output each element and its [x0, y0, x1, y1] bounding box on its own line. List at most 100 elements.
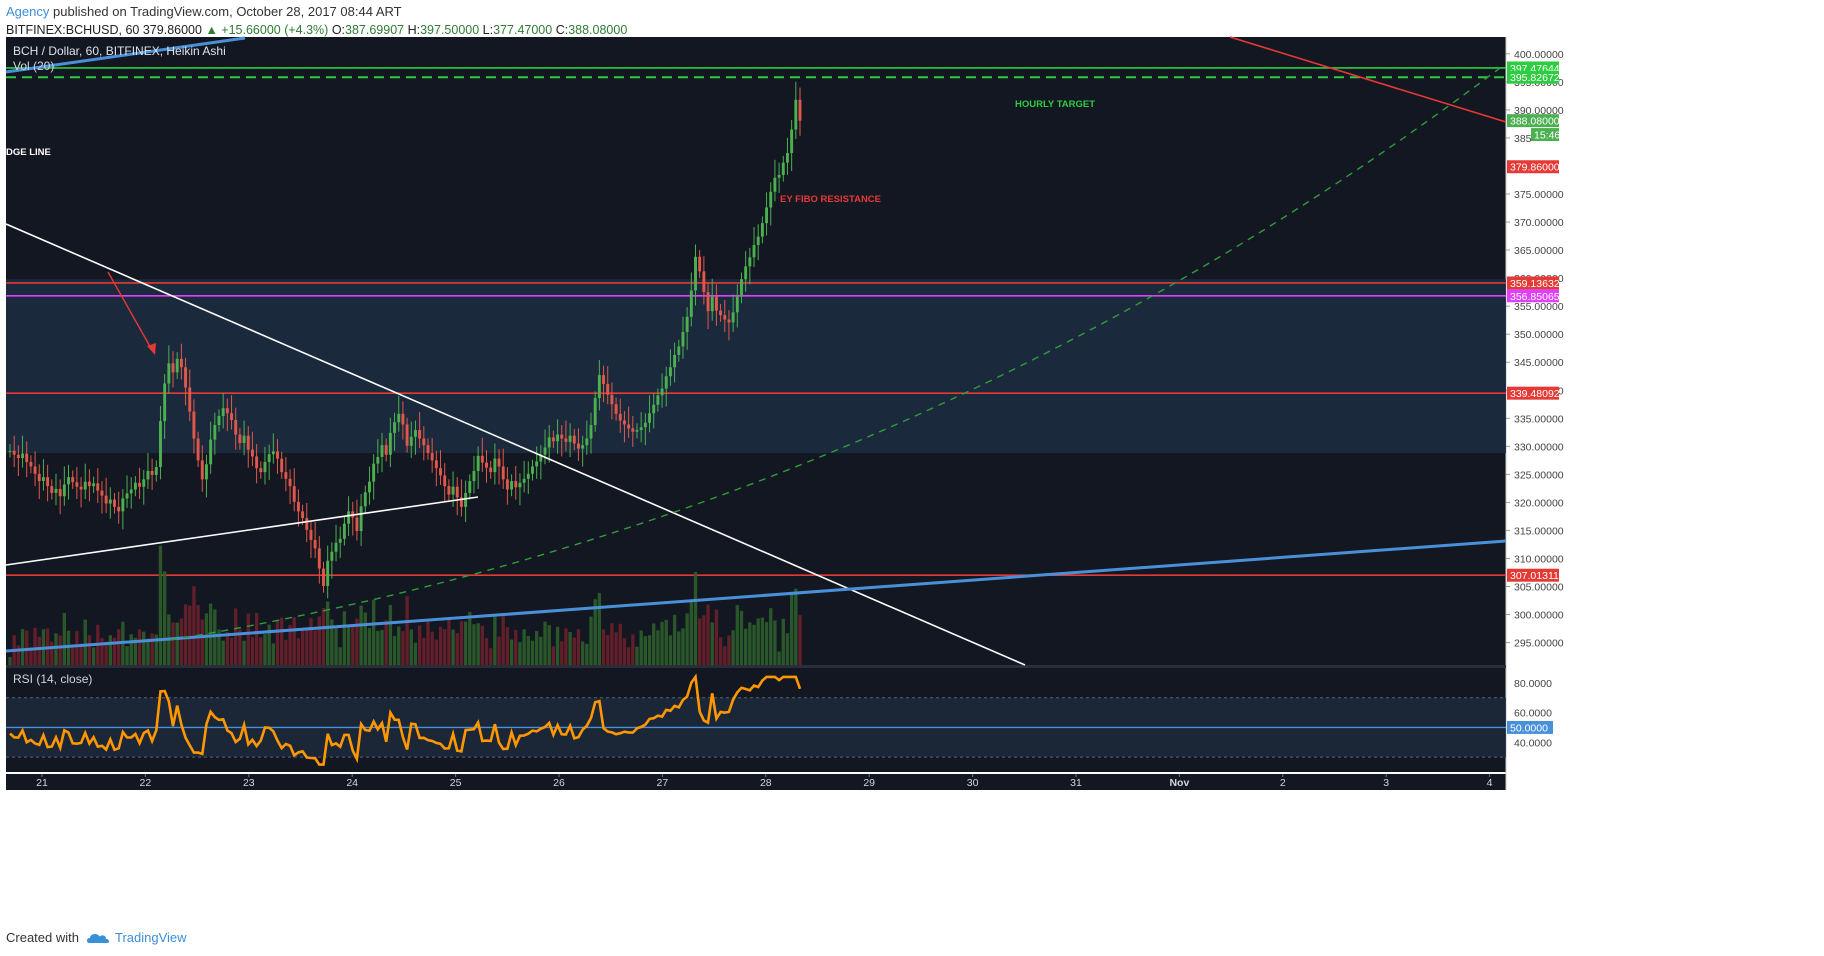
candle-body [342, 523, 346, 539]
candle-body [639, 427, 643, 431]
time-tick-label: 30 [967, 777, 979, 789]
candle-body [37, 473, 41, 482]
volume-bar [342, 611, 347, 665]
volume-bar [422, 637, 426, 665]
candle-body [230, 413, 233, 420]
red-arrow-shaft [107, 271, 153, 351]
candle-body [380, 445, 384, 457]
red-arrow-head [147, 343, 156, 355]
volume-bar [660, 621, 664, 665]
candle-body [167, 363, 171, 384]
candle-body [614, 404, 618, 414]
time-tick-label: 21 [36, 777, 48, 789]
candle-body [221, 408, 225, 417]
candle-body [305, 518, 309, 530]
candle-body [468, 481, 472, 493]
red-resistance-trendline [1229, 36, 1507, 123]
volume-bar [622, 638, 627, 665]
price-tick-label: 400.00000 [1514, 49, 1564, 61]
price-tick-label: 365.00000 [1514, 245, 1564, 257]
price-label-box [1507, 160, 1559, 174]
candle-body [593, 398, 597, 426]
candle-body [727, 319, 731, 323]
volume-bar [50, 641, 54, 665]
volume-bar [451, 629, 455, 665]
candle-body [326, 560, 330, 586]
candle-body [497, 458, 501, 467]
candle-body [117, 506, 121, 512]
candle-body [62, 484, 66, 497]
volume-bar [551, 646, 556, 665]
candle-body [689, 290, 693, 317]
candle-body [46, 477, 50, 487]
volume-bar [146, 638, 150, 665]
candle-body [25, 453, 29, 463]
volume-bar [305, 628, 309, 665]
volume-bar [555, 626, 560, 665]
volume-bar [142, 631, 146, 665]
candle-body [246, 435, 250, 450]
candle-body [606, 384, 610, 395]
volume-bar [54, 633, 58, 665]
candle-body [740, 279, 743, 297]
volume-bar [309, 618, 313, 665]
volume-bar [689, 600, 693, 665]
volume-bar [698, 618, 702, 665]
time-tick-label: 24 [346, 777, 358, 789]
volume-bar [330, 619, 334, 665]
volume-bar [183, 604, 188, 665]
time-axis-background [6, 774, 1506, 790]
time-tick-label: 2 [1280, 777, 1286, 789]
candle-body [673, 354, 677, 368]
volume-bar [798, 615, 802, 665]
candle-body [698, 256, 702, 272]
candle-body [196, 438, 200, 461]
author-link[interactable]: Agency [6, 4, 50, 19]
price-label-text: 395.82672 [1510, 72, 1560, 84]
volume-bar [547, 625, 551, 665]
time-tick-label: 3 [1383, 777, 1389, 789]
candle-body [146, 470, 150, 480]
volume-bar [263, 634, 267, 665]
candle-body [472, 470, 476, 482]
volume-bar [743, 628, 748, 665]
volume-bar [764, 622, 769, 665]
volume-bar [397, 626, 401, 665]
candle-body [439, 468, 442, 476]
candle-body [719, 310, 723, 316]
volume-bar [501, 612, 505, 665]
candle-body [568, 435, 572, 442]
candle-body [798, 99, 802, 121]
candle-body [213, 425, 217, 440]
volume-bar [447, 619, 451, 665]
volume-bar [417, 625, 422, 665]
volume-bar [259, 637, 263, 665]
candle-body [547, 437, 551, 448]
candle-body [551, 437, 555, 442]
candle-body [179, 358, 183, 368]
tradingview-link[interactable]: TradingView [114, 930, 187, 945]
time-tick-label: 25 [450, 777, 462, 789]
volume-bar [326, 601, 330, 665]
candle-body [760, 223, 764, 237]
candle-body [313, 539, 317, 549]
ascending-trendline [5, 496, 479, 566]
candle-body [129, 489, 133, 494]
candle-body [330, 551, 334, 561]
volume-bar [58, 635, 62, 665]
volume-bar [250, 636, 255, 665]
price-tick-label: 375.00000 [1514, 189, 1564, 201]
volume-bar [781, 618, 785, 665]
candle-body [280, 458, 284, 473]
candle-body [710, 296, 714, 312]
candle-body [401, 413, 405, 425]
volume-bar [576, 629, 581, 665]
change-value: +15.66000 (+4.3%) [221, 23, 329, 37]
volume-bar [150, 633, 154, 665]
candle-body [12, 450, 16, 455]
time-axis: 21 22 23 24 25 26 27 28 29 30 31 Nov 2 3 4 [36, 774, 1493, 789]
candle-body [225, 408, 229, 414]
candle-body [706, 292, 710, 312]
